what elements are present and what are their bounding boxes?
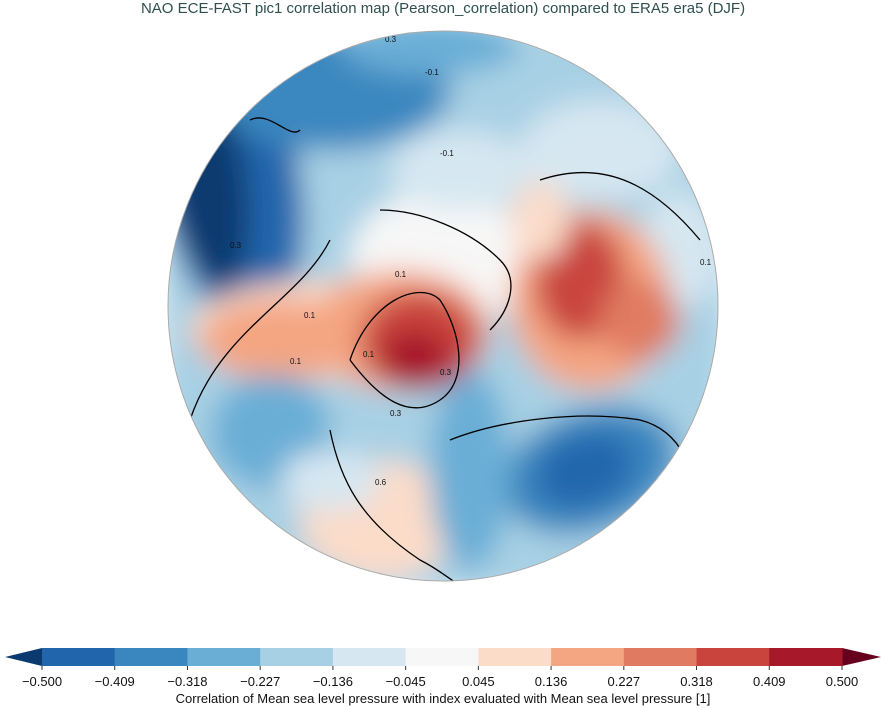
coastline [379,209,512,331]
colorbar-tick-label: −0.136 [312,674,353,689]
coastline [539,172,701,241]
colorbar-tick-label: 0.318 [680,674,713,689]
colorbar-segment [478,648,552,666]
coastline [329,429,461,581]
colorbar-segment [42,648,116,666]
colorbar-segment [187,648,261,666]
field-region [536,432,634,508]
colorbar-segment [623,648,698,666]
colorbar-tick-label: −0.045 [385,674,426,689]
colorbar-segment [769,648,843,666]
field-region [510,180,570,260]
chart-title: NAO ECE-FAST pic1 correlation map (Pears… [140,0,746,17]
colorbar-tick-label: −0.500 [21,674,63,689]
field-region [340,31,520,75]
contour-label: 0.1 [304,311,316,320]
contour-label: -0.1 [425,68,439,77]
coastline [189,239,331,421]
colorbar-segment [551,648,625,666]
colorbar-over-arrow [842,648,881,666]
colorbar-segment [114,648,188,666]
colorbar-segment [405,648,479,666]
contour-label: -0.1 [440,149,454,158]
contour-label: 0.3 [230,241,242,250]
contour-label: 0.3 [385,35,397,44]
colorbar-tick-label: 0.409 [752,674,786,689]
contour-label: 0.1 [290,357,302,366]
map-boundary [167,30,719,582]
map-field: 0.3 -0.1 -0.1 0.1 0.1 0.1 0.3 0.1 0.3 0.3 0.6 0.1 [168,31,718,581]
field-region [380,330,450,390]
colorbar-tick-label: −0.409 [94,674,135,689]
colorbar-tick-label: −0.318 [167,674,208,689]
colorbar-tick-label: −0.227 [240,674,281,689]
field-region [390,130,530,210]
coastline [349,291,460,409]
colorbar-segment [696,648,770,666]
colorbar-tick-label: 0.500 [825,674,859,689]
field-region [430,370,510,570]
contour-label: 0.1 [700,258,712,267]
contour-label: 0.6 [375,478,387,487]
colorbar [5,648,881,670]
colorbar-segment [260,648,334,666]
colorbar-under-arrow [5,648,42,666]
contour-label: 0.1 [395,270,407,279]
colorbar-segment [332,648,407,666]
coastline [249,117,301,133]
contour-label: 0.1 [363,350,375,359]
contour-label: 0.3 [390,409,402,418]
field-region [280,450,380,510]
colorbar-tick-label: 0.136 [534,674,568,689]
colorbar-tick-label: 0.227 [607,674,641,689]
contour-label: 0.3 [440,368,452,377]
field-region [600,280,680,360]
colorbar-label: Correlation of Mean sea level pressure w… [175,691,711,706]
colorbar-tick-label: 0.045 [462,674,495,689]
